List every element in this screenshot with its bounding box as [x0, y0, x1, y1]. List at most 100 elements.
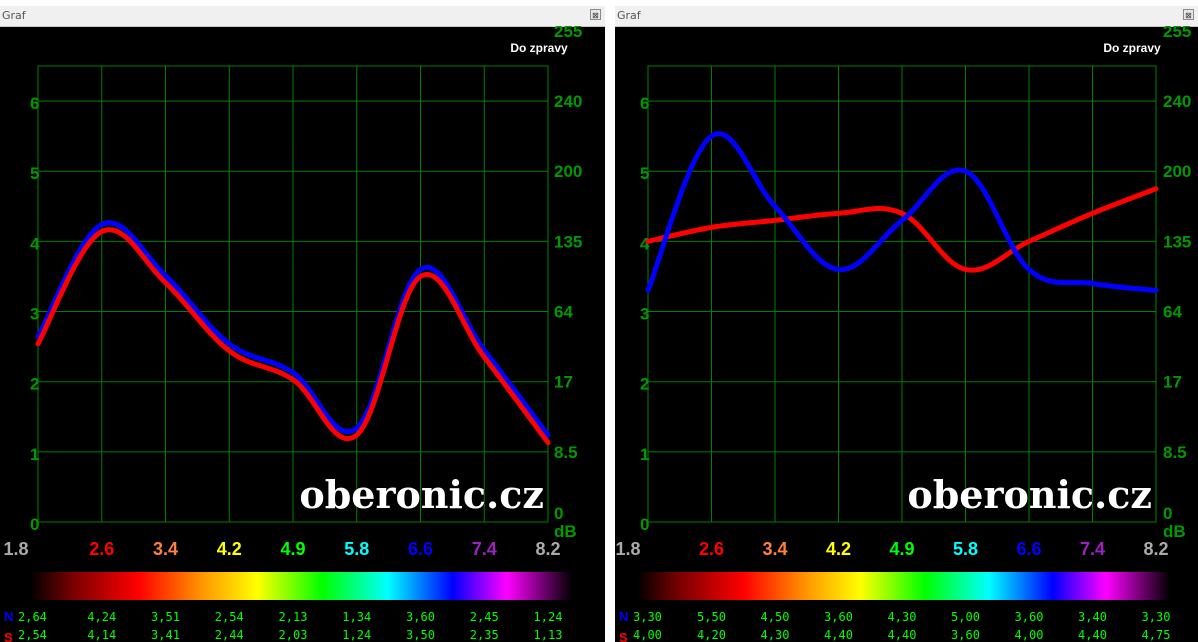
y-axis-right-tick-label: 255 — [554, 26, 582, 41]
x-axis-tick-label: 7.4 — [1080, 539, 1105, 559]
y-axis-left-tick-label: 1 — [30, 445, 39, 464]
x-axis-tick-label: 3.4 — [762, 539, 787, 559]
y-axis-left-tick-label: 4 — [640, 234, 650, 253]
close-icon[interactable]: ⊠ — [1183, 9, 1194, 20]
y-axis-left-tick-label: 6 — [640, 94, 649, 113]
data-label: 3,30 — [633, 610, 662, 624]
y-axis-right-unit: dB — [554, 522, 577, 541]
y-axis-right-tick-label: 17 — [1163, 373, 1182, 392]
y-axis-left-tick-label: 5 — [30, 164, 39, 183]
data-label: 1,24 — [534, 610, 563, 624]
data-label: 4,14 — [87, 628, 116, 642]
y-axis-right-tick-label: 17 — [554, 373, 573, 392]
y-axis-right-tick-label: 200 — [1163, 162, 1191, 181]
y-axis-right-tick-label: 0 — [1163, 504, 1172, 523]
y-axis-right-tick-label: 240 — [1163, 92, 1191, 111]
series-name-S: S — [619, 630, 628, 642]
title-bar: Graf ⊠ — [0, 6, 605, 27]
y-axis-right-tick-label: 240 — [554, 92, 582, 111]
data-label: 4,40 — [888, 628, 917, 642]
x-axis-tick-label: 3.4 — [153, 539, 178, 559]
data-label: 4,40 — [824, 628, 853, 642]
x-axis-tick-label: 5.8 — [953, 539, 978, 559]
y-axis-right-tick-label: 200 — [554, 162, 582, 181]
x-axis-tick-label: 4.9 — [889, 539, 914, 559]
x-axis-tick-label: 6.6 — [408, 539, 433, 559]
data-label: 4,40 — [1078, 628, 1107, 642]
x-axis-tick-label: 8.2 — [535, 539, 560, 559]
line-chart-right: Do zpravy 0 1 2 3 4 5 6 0 8.5 17 64 135 200 240 255 dB ob… — [615, 26, 1191, 642]
line-chart-left: Do zpravy 0 1 2 3 4 5 6 0 8.5 17 64 135 200 240 255 dB ob… — [3, 26, 582, 642]
data-label: 5,50 — [697, 610, 726, 624]
y-axis-right-tick-label: 64 — [1163, 303, 1182, 322]
series-line-N — [35, 220, 551, 438]
data-label: 2,54 — [215, 610, 244, 624]
y-axis-right-tick-label: 8.5 — [554, 443, 578, 462]
y-axis-left-tick-label: 0 — [640, 515, 649, 534]
series-line-N — [645, 131, 1159, 293]
y-axis-right-tick-label: 135 — [1163, 232, 1191, 251]
y-axis-left-tick-label: 4 — [30, 234, 40, 253]
x-axis-tick-label: 8.2 — [1143, 539, 1168, 559]
graph-window-left: Graf ⊠ Do zpravy 0 1 2 3 4 5 6 0 8.5 17 64 135 200 240… — [0, 6, 605, 642]
data-label: 3,60 — [406, 610, 435, 624]
x-axis-tick-label: 4.2 — [217, 539, 242, 559]
data-label: 4,20 — [697, 628, 726, 642]
y-axis-right-tick-label: 8.5 — [1163, 443, 1187, 462]
y-axis-left-tick-label: 0 — [30, 515, 39, 534]
x-axis-tick-label: 1.8 — [615, 539, 640, 559]
data-label: 4,30 — [761, 628, 790, 642]
data-label: 1,13 — [534, 628, 563, 642]
title-bar: Graf ⊠ — [615, 6, 1198, 27]
y-axis-left-tick-label: 3 — [640, 305, 649, 324]
x-axis-tick-label: 4.2 — [826, 539, 851, 559]
graph-window-right: Graf ⊠ Do zpravy 0 1 2 3 4 5 6 0 8.5 17 64 135 200 240… — [615, 6, 1198, 642]
color-spectrum-bar — [30, 572, 572, 600]
watermark: oberonic.cz — [907, 472, 1152, 517]
y-axis-left-tick-label: 5 — [640, 164, 649, 183]
data-label: 5,00 — [951, 610, 980, 624]
x-axis-tick-label: 6.6 — [1016, 539, 1041, 559]
close-icon[interactable]: ⊠ — [590, 9, 601, 20]
y-axis-right-unit: dB — [1163, 522, 1186, 541]
y-axis-left-tick-label: 2 — [30, 375, 39, 394]
data-label: 3,60 — [951, 628, 980, 642]
series-name-N: N — [619, 609, 628, 624]
report-button[interactable]: Do zpravy — [510, 41, 568, 55]
y-axis-left-tick-label: 1 — [640, 445, 649, 464]
y-axis-right-tick-label: 135 — [554, 232, 582, 251]
window-title: Graf — [617, 9, 641, 22]
data-label: 4,24 — [87, 610, 116, 624]
x-axis-tick-label: 7.4 — [472, 539, 497, 559]
data-label: 4,50 — [761, 610, 790, 624]
y-axis-left-tick-label: 2 — [640, 375, 649, 394]
data-label: 2,44 — [215, 628, 244, 642]
data-label: 4,30 — [888, 610, 917, 624]
data-label: 3,30 — [1142, 610, 1171, 624]
x-axis-tick-label: 4.9 — [280, 539, 305, 559]
data-label: 3,51 — [151, 610, 180, 624]
x-axis-tick-label: 2.6 — [89, 539, 114, 559]
data-label: 3,41 — [151, 628, 180, 642]
data-label: 3,60 — [824, 610, 853, 624]
y-axis-right-tick-label: 255 — [1163, 26, 1191, 41]
window-title: Graf — [2, 9, 26, 22]
data-label: 4,75 — [1142, 628, 1171, 642]
series-name-S: S — [4, 630, 13, 642]
data-label: 2,03 — [279, 628, 308, 642]
report-button[interactable]: Do zpravy — [1103, 41, 1161, 55]
data-label: 4,00 — [1015, 628, 1044, 642]
data-label: 2,64 — [18, 610, 47, 624]
data-label: 1,24 — [342, 628, 371, 642]
data-label: 3,60 — [1015, 610, 1044, 624]
color-spectrum-bar — [637, 572, 1170, 600]
watermark: oberonic.cz — [299, 472, 544, 517]
data-label: 2,35 — [470, 628, 499, 642]
x-axis-tick-label: 5.8 — [344, 539, 369, 559]
data-label: 2,45 — [470, 610, 499, 624]
data-label: 4,00 — [633, 628, 662, 642]
series-name-N: N — [4, 609, 13, 624]
data-label: 3,50 — [406, 628, 435, 642]
data-label: 2,13 — [279, 610, 308, 624]
y-axis-left-tick-label: 6 — [30, 94, 39, 113]
